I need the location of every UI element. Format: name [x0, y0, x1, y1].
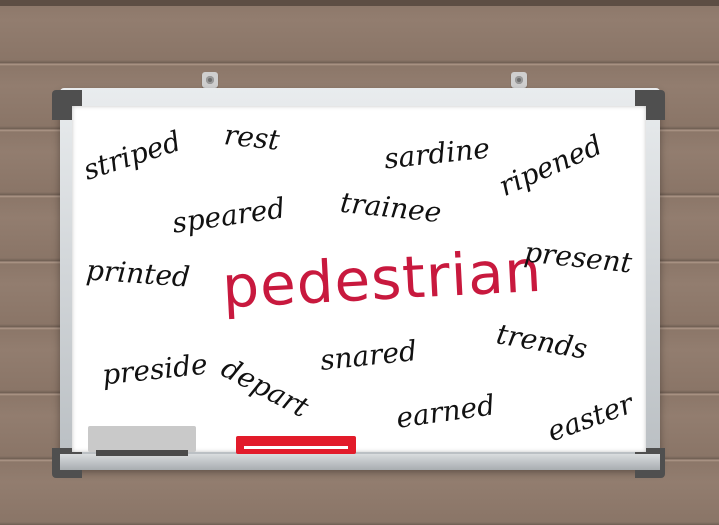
- word-ripened: ripened: [493, 128, 608, 203]
- word-depart: depart: [215, 350, 315, 425]
- main-word-pedestrian: pedestrian: [220, 236, 544, 322]
- right-screw-icon: [511, 72, 527, 88]
- wall-top-edge: [0, 0, 719, 6]
- whiteboard-surface: striped rest sardine ripened speared tra…: [72, 106, 646, 452]
- left-screw-icon: [202, 72, 218, 88]
- eraser-icon: [88, 426, 196, 452]
- word-snared: snared: [318, 334, 419, 377]
- word-preside: preside: [100, 347, 210, 392]
- word-trainee: trainee: [338, 185, 443, 230]
- word-trends: trends: [493, 317, 590, 366]
- word-printed: printed: [85, 253, 192, 294]
- word-earned: earned: [394, 388, 497, 435]
- word-easter: easter: [542, 386, 638, 449]
- word-rest: rest: [222, 118, 282, 157]
- marker-icon: [236, 436, 356, 454]
- word-striped: striped: [79, 124, 185, 187]
- eraser-base: [96, 450, 188, 456]
- word-sardine: sardine: [382, 131, 492, 176]
- whiteboard-tray: [60, 454, 660, 470]
- word-speared: speared: [170, 191, 288, 240]
